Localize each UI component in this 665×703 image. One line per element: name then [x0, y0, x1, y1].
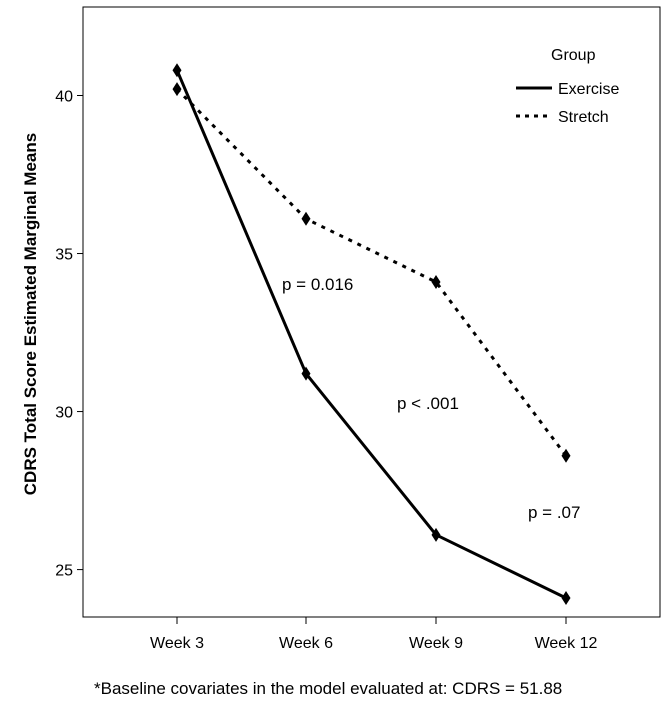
p-value-annotation-week-6: p = 0.016 — [282, 275, 353, 294]
x-axis-ticks: Week 3 Week 6 Week 9 Week 12 — [150, 617, 598, 652]
data-point-exercise-0 — [172, 63, 182, 78]
data-point-stretch-2 — [431, 274, 441, 289]
y-tick-label-40: 40 — [55, 88, 73, 105]
series-markers — [172, 63, 571, 606]
plot-area-frame — [82, 6, 661, 618]
footnote: *Baseline covariates in the model evalua… — [94, 679, 562, 698]
data-point-exercise-1 — [301, 366, 311, 381]
series-lines — [175, 69, 568, 600]
y-tick-label-25: 25 — [55, 563, 73, 580]
data-point-exercise-3 — [561, 591, 571, 606]
legend-label-exercise: Exercise — [558, 81, 619, 98]
x-tick-label-week-9: Week 9 — [409, 635, 463, 652]
x-tick-label-week-3: Week 3 — [150, 635, 204, 652]
data-point-stretch-1 — [301, 211, 311, 226]
p-value-annotation-week-12: p = .07 — [528, 503, 580, 522]
series-line-stretch — [175, 88, 568, 457]
legend-title: Group — [551, 47, 596, 64]
p-value-annotation-week-9: p < .001 — [397, 394, 459, 413]
x-tick-label-week-12: Week 12 — [535, 635, 598, 652]
y-tick-label-30: 30 — [55, 405, 73, 422]
y-axis-title: CDRS Total Score Estimated Marginal Mean… — [21, 133, 40, 495]
y-axis-ticks: 25 30 35 40 — [55, 88, 83, 580]
x-tick-label-week-6: Week 6 — [279, 635, 333, 652]
legend-label-stretch: Stretch — [558, 109, 609, 126]
y-tick-label-35: 35 — [55, 247, 73, 264]
series-line-exercise — [175, 69, 567, 600]
data-point-stretch-0 — [172, 82, 182, 97]
data-point-stretch-3 — [561, 448, 571, 463]
data-point-exercise-2 — [431, 527, 441, 542]
legend: Group Exercise Stretch — [516, 47, 619, 126]
